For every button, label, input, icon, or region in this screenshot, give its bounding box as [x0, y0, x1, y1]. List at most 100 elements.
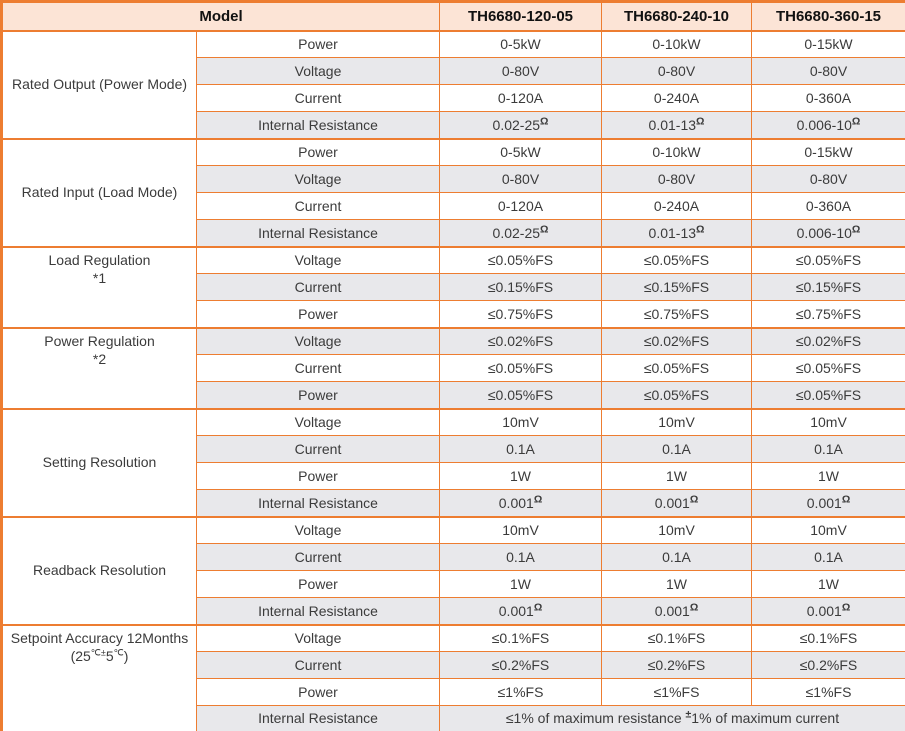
value-cell: 0-80V — [751, 57, 905, 85]
table-row: Power 1W 1W 1W — [2, 462, 905, 490]
group-label-cell: Setpoint Accuracy 12Months (25℃±5℃) — [1, 623, 197, 731]
param-cell: Current — [196, 651, 440, 679]
value-cell: ≤0.05%FS — [601, 381, 752, 409]
table-row: Voltage 0-80V 0-80V 0-80V — [2, 165, 905, 193]
value-cell: 0-240A — [601, 84, 752, 112]
value-cell: 1W — [751, 462, 905, 490]
table-row: Power ≤0.75%FS ≤0.75%FS ≤0.75%FS — [2, 300, 905, 328]
value-cell: ≤0.1%FS — [751, 623, 905, 652]
value-cell: 10mV — [751, 407, 905, 436]
group-label-cell: Rated Input (Load Mode) — [1, 137, 197, 247]
value-cell: 0.1A — [439, 435, 602, 463]
value-cell: 0-80V — [439, 57, 602, 85]
value-cell: 0-80V — [751, 165, 905, 193]
param-cell: Voltage — [196, 245, 440, 274]
table-row: Power ≤0.05%FS ≤0.05%FS ≤0.05%FS — [2, 381, 905, 409]
model-column-header: TH6680-240-10 — [601, 1, 752, 32]
value-cell-span: ≤1% of maximum resistance ±1% of maximum… — [439, 705, 905, 731]
value-text: 0.01-13 — [648, 224, 697, 241]
value-cell: 0-360A — [751, 192, 905, 220]
value-text: 0.02-25 — [492, 224, 541, 241]
value-cell: 1W — [601, 570, 752, 598]
table-row: Current 0-120A 0-240A 0-360A — [2, 84, 905, 112]
value-cell: 10mV — [439, 515, 602, 544]
group-label-cell: Load Regulation *1 — [1, 245, 197, 328]
param-cell: Current — [196, 192, 440, 220]
model-header-cell: Model — [1, 1, 440, 32]
value-cell: 0-120A — [439, 192, 602, 220]
ohm-unit-sup: Ω — [851, 115, 861, 128]
value-cell: 1W — [751, 570, 905, 598]
value-cell: 0.1A — [601, 543, 752, 571]
param-cell: Voltage — [196, 57, 440, 85]
celsius-sup: ℃ — [113, 646, 124, 657]
value-text: ≤1% of maximum resistance — [505, 710, 686, 727]
value-cell: 0-80V — [439, 165, 602, 193]
value-cell: 0-240A — [601, 192, 752, 220]
table-row: Setting Resolution Voltage 10mV 10mV 10m… — [1, 407, 905, 517]
ohm-unit-sup: Ω — [540, 223, 549, 236]
value-cell: 1W — [439, 462, 602, 490]
value-cell: ≤1%FS — [601, 678, 752, 706]
value-cell: 1W — [439, 570, 602, 598]
param-cell: Power — [196, 678, 440, 706]
value-cell: 10mV — [439, 407, 602, 436]
value-cell: ≤0.05%FS — [439, 354, 602, 382]
group-label-cell: Power Regulation *2 — [1, 326, 197, 409]
value-cell: 0-15kW — [751, 30, 905, 58]
value-cell: ≤0.05%FS — [751, 245, 905, 274]
value-cell: 0.001Ω — [439, 489, 602, 517]
value-cell: 0-80V — [601, 165, 752, 193]
param-cell: Internal Resistance — [196, 489, 440, 517]
value-cell: 0.001Ω — [751, 489, 905, 517]
ohm-unit-sup: Ω — [689, 601, 699, 614]
param-cell: Voltage — [196, 326, 440, 355]
param-cell: Power — [196, 30, 440, 58]
value-text: 0.001 — [806, 602, 842, 619]
header-row: Model TH6680-120-05 TH6680-240-10 TH6680… — [1, 1, 905, 32]
value-cell: ≤0.02%FS — [439, 326, 602, 355]
value-cell: ≤0.75%FS — [439, 300, 602, 328]
param-cell: Power — [196, 381, 440, 409]
value-cell: ≤0.1%FS — [601, 623, 752, 652]
group-label-cell: Rated Output (Power Mode) — [1, 30, 197, 139]
value-cell: 0-5kW — [439, 30, 602, 58]
value-cell: 0-80V — [601, 57, 752, 85]
param-cell: Current — [196, 84, 440, 112]
value-text: 0.001 — [654, 602, 690, 619]
value-cell: ≤0.2%FS — [601, 651, 752, 679]
value-cell: ≤1%FS — [439, 678, 602, 706]
value-cell: 0-10kW — [601, 137, 752, 166]
value-cell: ≤0.75%FS — [601, 300, 752, 328]
param-cell: Internal Resistance — [196, 111, 440, 139]
param-cell: Current — [196, 435, 440, 463]
value-cell: ≤0.2%FS — [751, 651, 905, 679]
value-cell: ≤0.05%FS — [751, 354, 905, 382]
value-cell: ≤0.05%FS — [439, 245, 602, 274]
ohm-unit-sup: Ω — [533, 601, 543, 614]
value-cell: 0-5kW — [439, 137, 602, 166]
param-cell: Power — [196, 300, 440, 328]
value-cell: 0-10kW — [601, 30, 752, 58]
group-label: Power Regulation — [44, 332, 155, 349]
table-row: Internal Resistance 0.02-25Ω 0.01-13Ω 0.… — [2, 111, 905, 139]
value-text: 0.01-13 — [648, 116, 697, 133]
value-cell: 0-120A — [439, 84, 602, 112]
param-cell: Voltage — [196, 623, 440, 652]
param-cell: Power — [196, 570, 440, 598]
value-cell: 0.001Ω — [751, 597, 905, 625]
value-cell: ≤1%FS — [751, 678, 905, 706]
ohm-unit-sup: Ω — [689, 493, 699, 506]
value-text: 0.006-10 — [796, 224, 852, 241]
group-label-cell: Readback Resolution — [1, 515, 197, 625]
plusminus-sup: ± — [685, 708, 692, 721]
value-cell: ≤0.05%FS — [601, 354, 752, 382]
param-cell: Voltage — [196, 165, 440, 193]
model-column-header: TH6680-360-15 — [751, 1, 905, 32]
param-cell: Voltage — [196, 407, 440, 436]
value-cell: 0.1A — [751, 435, 905, 463]
value-cell: 0.001Ω — [439, 597, 602, 625]
value-cell: ≤0.2%FS — [439, 651, 602, 679]
value-text: 0.006-10 — [796, 116, 852, 133]
ohm-unit-sup: Ω — [841, 493, 851, 506]
